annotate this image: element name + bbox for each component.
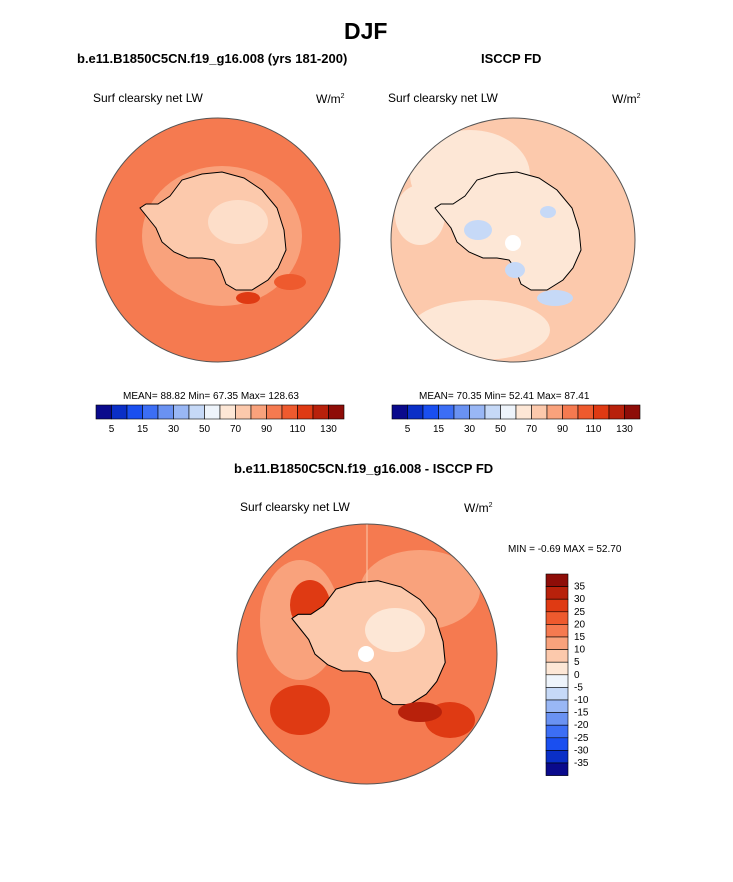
colorbar-swatch xyxy=(545,636,569,650)
colorbar-swatch xyxy=(312,404,329,420)
colorbar-swatch xyxy=(593,404,610,420)
colorbar-swatch xyxy=(545,649,569,663)
colorbar-tick-label: 30 xyxy=(574,594,586,605)
diff-stats: MIN = -0.69 MAX = 52.70 xyxy=(508,544,622,555)
colorbar-swatch xyxy=(95,404,112,420)
obs-stats: MEAN= 70.35 Min= 52.41 Max= 87.41 xyxy=(419,391,590,402)
model-stats: MEAN= 88.82 Min= 67.35 Max= 128.63 xyxy=(123,391,299,402)
colorbar-swatch xyxy=(204,404,221,420)
colorbar-swatch xyxy=(422,404,439,420)
colorbar-tick-label: 35 xyxy=(574,582,586,593)
colorbar-swatch xyxy=(545,611,569,625)
colorbar-tick-label: 30 xyxy=(168,424,180,435)
colorbar-swatch xyxy=(545,712,569,726)
colorbar-swatch xyxy=(250,404,267,420)
colorbar-tick-label: 90 xyxy=(261,424,273,435)
obs-variable-label: Surf clearsky net LW xyxy=(388,91,498,105)
colorbar-swatch xyxy=(235,404,252,420)
colorbar-swatch xyxy=(545,624,569,638)
colorbar-tick-label: 10 xyxy=(574,645,586,656)
colorbar-swatch xyxy=(219,404,236,420)
model-variable-label: Surf clearsky net LW xyxy=(93,91,203,105)
colorbar-swatch xyxy=(531,404,548,420)
obs-colorbar: 5 15 30 50 70 90 110 130 xyxy=(391,404,641,435)
colorbar-swatch xyxy=(515,404,532,420)
colorbar-swatch xyxy=(545,598,569,613)
model-panel-title: b.e11.B1850C5CN.f19_g16.008 (yrs 181-200… xyxy=(77,51,348,66)
colorbar-swatch xyxy=(624,404,641,420)
colorbar-swatch xyxy=(391,404,408,420)
colorbar-swatch xyxy=(297,404,314,420)
diff-variable-label: Surf clearsky net LW xyxy=(240,500,350,514)
colorbar-swatch xyxy=(545,661,569,676)
colorbar-swatch xyxy=(545,737,569,751)
colorbar-tick-label: -20 xyxy=(574,720,589,731)
colorbar-swatch xyxy=(111,404,128,420)
colorbar-swatch xyxy=(500,404,517,420)
colorbar-swatch xyxy=(281,404,298,420)
colorbar-swatch xyxy=(188,404,205,420)
colorbar-swatch xyxy=(328,404,345,420)
colorbar-swatch xyxy=(469,404,486,420)
colorbar-tick-label: 20 xyxy=(574,619,586,630)
colorbar-tick-label: 25 xyxy=(574,607,586,618)
colorbar-tick-label: 110 xyxy=(586,424,602,435)
colorbar-swatch xyxy=(438,404,455,420)
colorbar-swatch xyxy=(173,404,190,420)
colorbar-swatch xyxy=(545,762,569,776)
colorbar-tick-label: 5 xyxy=(574,657,580,668)
colorbar-swatch xyxy=(545,687,569,701)
colorbar-swatch xyxy=(545,699,569,713)
model-colorbar: 5 15 30 50 70 90 110 130 xyxy=(95,404,345,435)
obs-units-label: W/m2 xyxy=(612,92,641,106)
figure-title: DJF xyxy=(344,18,388,44)
model-units-label: W/m2 xyxy=(316,92,345,106)
colorbar-swatch xyxy=(546,404,563,420)
colorbar-tick-label: 110 xyxy=(290,424,306,435)
colorbar-swatch xyxy=(545,573,569,587)
colorbar-tick-label: 90 xyxy=(557,424,569,435)
colorbar-swatch xyxy=(484,404,501,420)
diff-panel-title: b.e11.B1850C5CN.f19_g16.008 - ISCCP FD xyxy=(234,461,494,476)
colorbar-swatch xyxy=(407,404,424,420)
colorbar-tick-label: 5 xyxy=(405,424,411,435)
colorbar-swatch xyxy=(266,404,283,420)
colorbar-tick-label: 130 xyxy=(616,424,633,435)
colorbar-swatch xyxy=(608,404,625,420)
colorbar-swatch xyxy=(545,724,569,739)
colorbar-tick-label: 5 xyxy=(109,424,115,435)
diff-units-label: W/m2 xyxy=(464,501,493,515)
colorbar-swatch xyxy=(453,404,470,420)
colorbar-tick-label: -35 xyxy=(574,758,589,769)
colorbar-swatch xyxy=(126,404,143,420)
colorbar-tick-label: 70 xyxy=(230,424,242,435)
colorbar-tick-label: 15 xyxy=(574,632,586,643)
colorbar-tick-label: -5 xyxy=(574,682,583,693)
colorbar-swatch xyxy=(545,674,569,688)
colorbar-tick-label: 50 xyxy=(495,424,507,435)
colorbar-tick-label: -10 xyxy=(574,695,589,706)
colorbar-tick-label: 15 xyxy=(433,424,445,435)
colorbar-swatch xyxy=(577,404,594,420)
colorbar-tick-label: 15 xyxy=(137,424,149,435)
colorbar-tick-label: 70 xyxy=(526,424,538,435)
colorbar-tick-label: -25 xyxy=(574,733,589,744)
colorbar-swatch xyxy=(142,404,159,420)
colorbar-swatch xyxy=(545,586,569,600)
colorbar-tick-label: 0 xyxy=(574,670,580,681)
colorbar-swatch xyxy=(545,750,569,764)
colorbar-tick-label: 130 xyxy=(320,424,337,435)
colorbar-tick-label: -30 xyxy=(574,745,589,756)
colorbar-tick-label: 50 xyxy=(199,424,211,435)
obs-panel-title: ISCCP FD xyxy=(481,51,542,66)
colorbar-tick-label: -15 xyxy=(574,708,589,719)
colorbar-tick-label: 30 xyxy=(464,424,476,435)
colorbar-swatch xyxy=(562,404,579,420)
colorbar-swatch xyxy=(157,404,174,420)
